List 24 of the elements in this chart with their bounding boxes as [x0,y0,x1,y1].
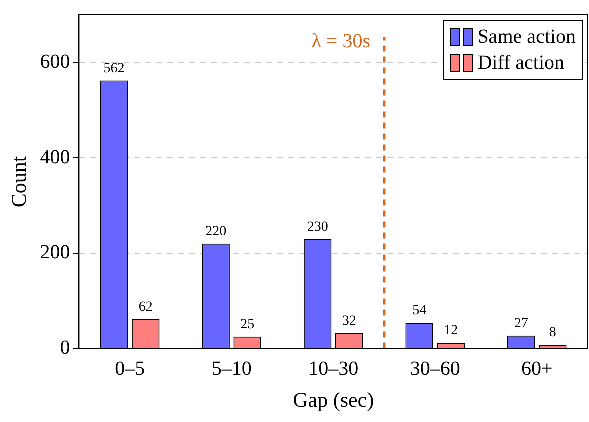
data-label: 12 [444,324,458,339]
x-axis-title: Gap (sec) [293,388,374,412]
y-tick-label: 200 [40,242,70,264]
legend-label: Same action [478,25,576,50]
data-label: 27 [514,316,528,332]
data-label: 54 [412,304,427,319]
data-label: 32 [342,314,356,330]
legend-label: Diff action [478,51,565,76]
data-label: 25 [240,318,255,333]
data-label: 562 [104,61,125,76]
data-label: 220 [206,224,227,240]
data-label: 8 [549,326,556,341]
x-tick-label: 60+ [521,358,553,380]
ref-line-label: λ = 30s [312,30,371,52]
y-axis-title: Count [7,156,32,208]
x-tick-label: 0–5 [115,358,146,380]
data-label: 230 [307,220,328,235]
y-tick-label: 600 [40,50,70,73]
x-tick-label: 10–30 [308,358,359,380]
x-tick-label: 30–60 [410,358,460,380]
y-tick-label: 0 [60,337,70,360]
data-label: 62 [138,300,153,315]
x-tick-label: 5–10 [212,358,252,380]
y-tick-label: 400 [40,146,70,168]
